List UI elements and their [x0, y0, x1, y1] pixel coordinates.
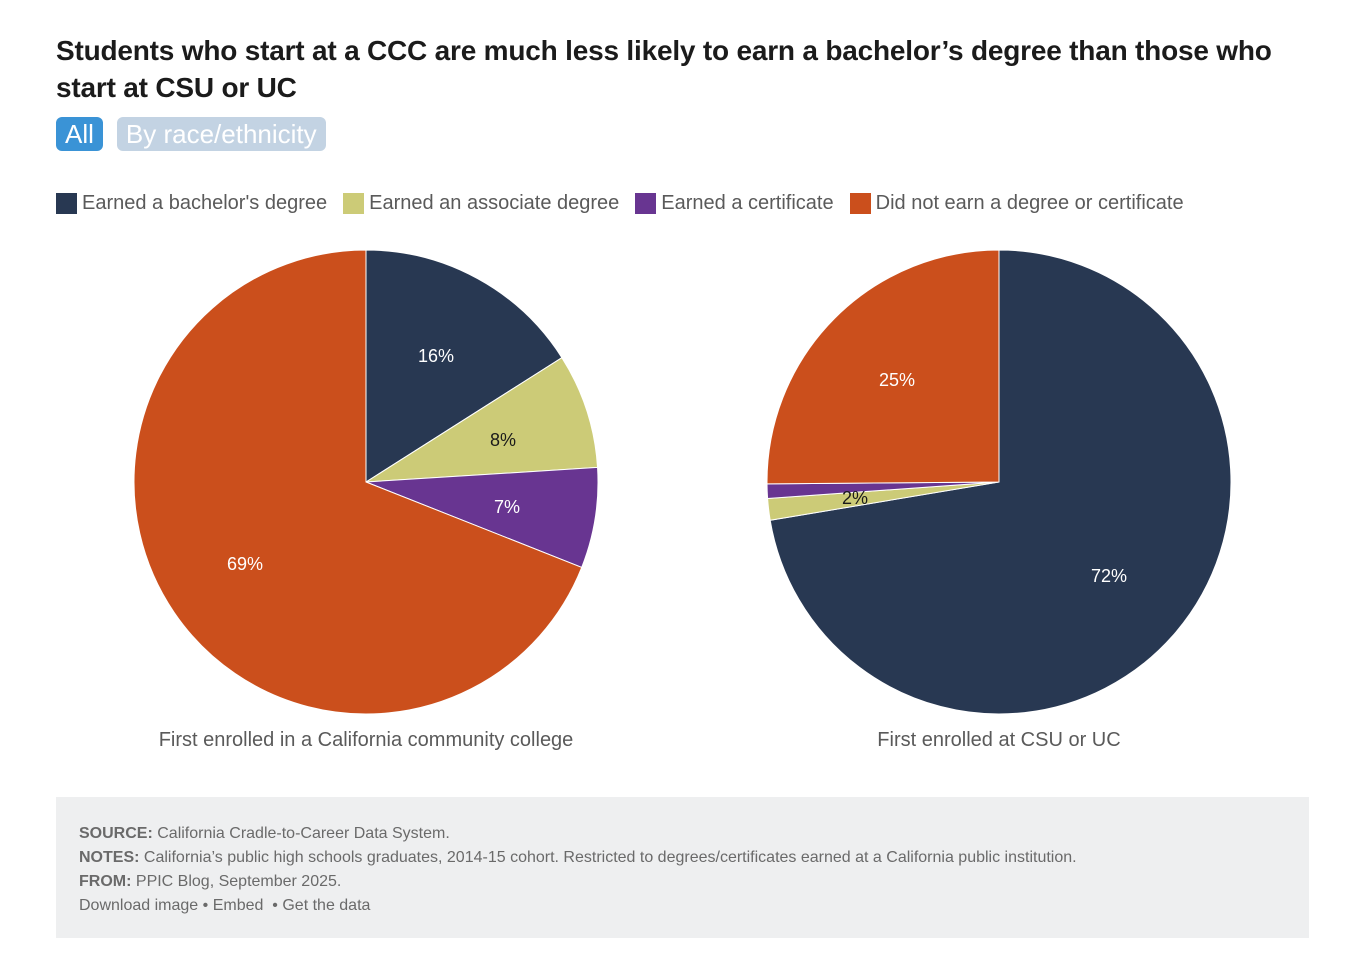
- legend: Earned a bachelor's degree Earned an ass…: [56, 192, 1200, 215]
- view-tabs: All By race/ethnicity: [56, 117, 326, 151]
- separator: •: [272, 897, 278, 914]
- data-label-csu-uc-no-degree: 25%: [879, 370, 915, 390]
- data-label-ccc-associate: 8%: [490, 430, 516, 450]
- from-line: FROM: PPIC Blog, September 2025.: [79, 873, 342, 890]
- embed-link[interactable]: Embed: [212, 897, 264, 914]
- tab-all[interactable]: All: [56, 117, 103, 151]
- legend-label: Earned an associate degree: [369, 192, 620, 214]
- get-the-data-link[interactable]: Get the data: [282, 897, 371, 914]
- data-label-ccc-certificate: 7%: [494, 497, 520, 517]
- pie-slice-ccc-associate[interactable]: [365, 356, 599, 483]
- pie-slice-csu-uc-no-degree[interactable]: [766, 249, 1000, 485]
- legend-swatch: [56, 193, 77, 214]
- links-line: Download image • Embed • Get the data: [79, 894, 1077, 918]
- footer-notes: SOURCE: California Cradle-to-Career Data…: [56, 797, 1309, 938]
- legend-label: Earned a bachelor's degree: [82, 192, 328, 214]
- tab-by-race-ethnicity[interactable]: By race/ethnicity: [116, 117, 326, 151]
- chart-title: Students who start at a CCC are much les…: [56, 35, 1272, 103]
- pie-slice-ccc-bachelors[interactable]: [365, 249, 563, 483]
- legend-swatch: [343, 193, 365, 214]
- data-label-ccc-no-degree: 69%: [227, 554, 263, 574]
- download-image-link[interactable]: Download image: [79, 897, 199, 914]
- data-label-csu-uc-bachelors: 72%: [1091, 566, 1127, 586]
- pie-slice-ccc-no-degree[interactable]: [133, 249, 583, 715]
- legend-item-certificate[interactable]: Earned a certificate: [635, 192, 834, 215]
- legend-swatch: [635, 193, 657, 214]
- notes-line: NOTES: California’s public high schools …: [79, 849, 1077, 866]
- legend-item-bachelors[interactable]: Earned a bachelor's degree: [56, 192, 327, 215]
- pie-slice-ccc-certificate[interactable]: [365, 466, 599, 569]
- separator: •: [202, 897, 209, 914]
- legend-item-no-degree[interactable]: Did not earn a degree or certificate: [849, 192, 1184, 215]
- pie-caption-csu-uc: First enrolled at CSU or UC: [877, 729, 1121, 751]
- pie-caption-ccc: First enrolled in a California community…: [158, 729, 574, 751]
- legend-label: Did not earn a degree or certificate: [875, 192, 1184, 214]
- legend-swatch: [849, 193, 871, 214]
- legend-label: Earned a certificate: [661, 192, 834, 214]
- pie-slice-csu-uc-bachelors[interactable]: [769, 249, 1232, 715]
- source-line: SOURCE: California Cradle-to-Career Data…: [79, 825, 450, 842]
- data-label-ccc-bachelors: 16%: [418, 346, 454, 366]
- data-label-csu-uc-associate: 2%: [842, 488, 868, 508]
- legend-item-associate[interactable]: Earned an associate degree: [343, 192, 619, 215]
